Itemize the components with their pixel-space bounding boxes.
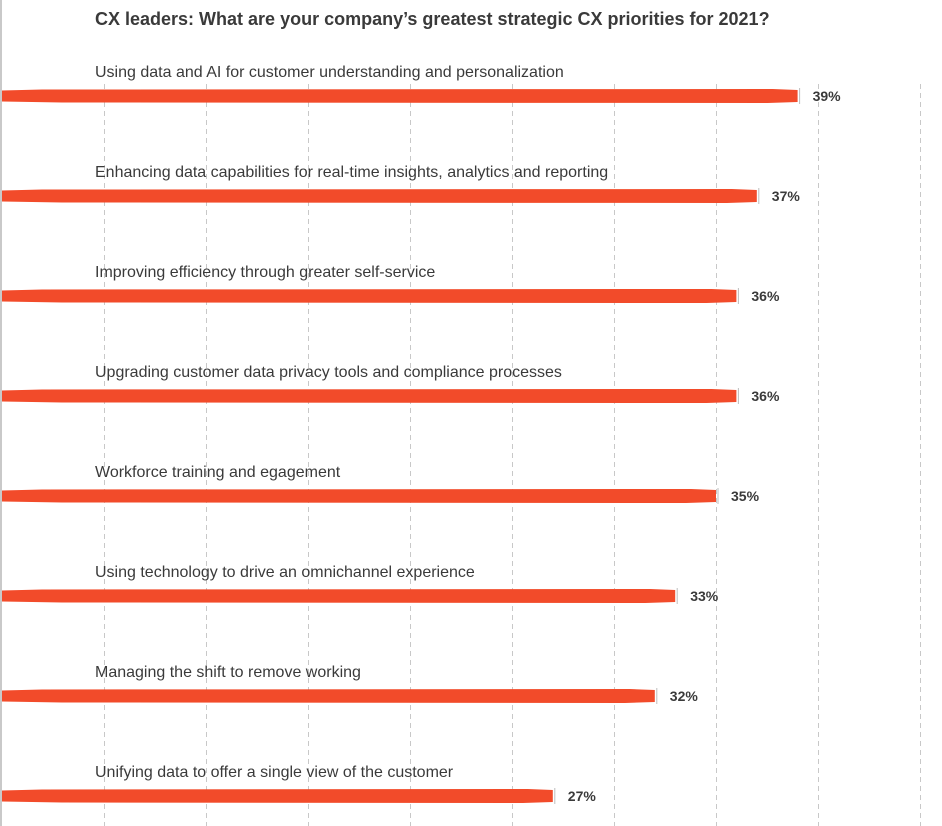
bar <box>2 389 737 403</box>
category-label: Using technology to drive an omnichannel… <box>95 564 475 581</box>
value-label: 27% <box>568 788 597 804</box>
bar <box>2 489 716 503</box>
value-label: 35% <box>731 488 760 504</box>
value-label: 36% <box>751 388 780 404</box>
category-label: Unifying data to offer a single view of … <box>95 764 454 781</box>
category-label: Workforce training and egagement <box>95 464 341 481</box>
gridlines <box>104 84 921 826</box>
value-label: 32% <box>670 688 699 704</box>
category-label: Upgrading customer data privacy tools an… <box>95 364 562 381</box>
bar <box>2 289 737 303</box>
value-label: 39% <box>813 88 842 104</box>
category-label: Enhancing data capabilities for real-tim… <box>95 164 608 181</box>
category-label: Improving efficiency through greater sel… <box>95 264 435 281</box>
bar <box>2 189 757 203</box>
bar <box>2 789 553 803</box>
bar <box>2 589 676 603</box>
value-label: 36% <box>751 288 780 304</box>
labels: Using data and AI for customer understan… <box>95 64 841 804</box>
left-border <box>0 0 2 826</box>
chart-title: CX leaders: What are your company’s grea… <box>95 9 770 29</box>
category-label: Using data and AI for customer understan… <box>95 64 564 81</box>
bar <box>2 89 798 103</box>
bars <box>2 88 801 804</box>
category-label: Managing the shift to remove working <box>95 664 361 681</box>
bar <box>2 689 655 703</box>
value-label: 37% <box>772 188 801 204</box>
value-label: 33% <box>690 588 719 604</box>
